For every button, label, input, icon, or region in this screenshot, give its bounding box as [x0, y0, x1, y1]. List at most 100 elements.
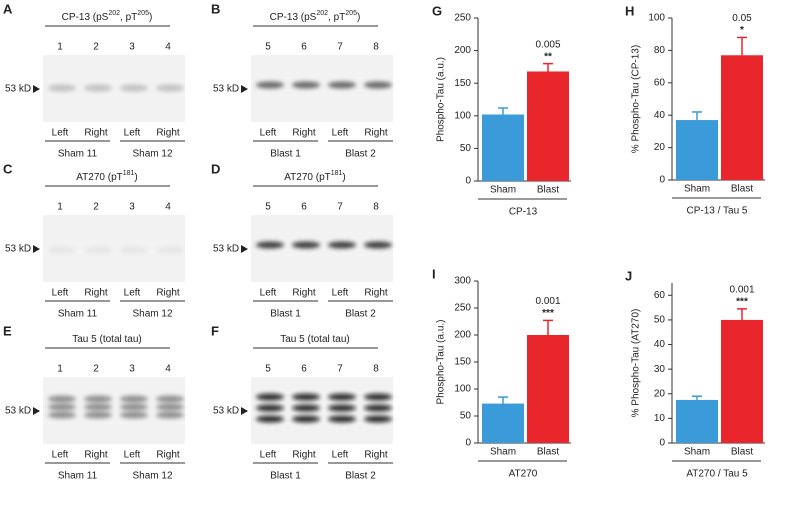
bar: [482, 403, 524, 443]
band: [364, 415, 392, 423]
marker-arrow: [241, 85, 248, 93]
lane-label: Right: [364, 288, 388, 299]
lane-label: Left: [52, 450, 69, 461]
marker-arrow: [241, 245, 248, 253]
title-text: Tau 5 (total tau): [280, 334, 349, 345]
group-label: Blast 1: [270, 471, 301, 482]
y-tick-label: 20: [654, 388, 666, 399]
band: [120, 246, 148, 254]
band: [48, 403, 76, 411]
band: [156, 246, 184, 254]
lane-label: Right: [156, 288, 180, 299]
lane-number: 5: [265, 42, 271, 53]
y-tick-label: 100: [648, 13, 665, 24]
group-label: CP-13: [509, 207, 538, 218]
panel-letter: G: [432, 3, 442, 18]
x-tick-label: Blast: [537, 447, 559, 458]
y-tick-label: 80: [654, 45, 666, 56]
band: [292, 393, 320, 401]
title-superscript: 181: [123, 170, 135, 177]
band: [292, 404, 320, 412]
bar: [527, 335, 569, 443]
band: [48, 395, 76, 403]
significance-stars: ***: [736, 296, 748, 307]
lane-number: 7: [337, 364, 343, 375]
y-tick-label: 40: [654, 339, 666, 350]
x-tick-label: Blast: [731, 447, 753, 458]
band: [120, 411, 148, 419]
lane-number: 3: [129, 202, 135, 213]
band: [120, 403, 148, 411]
y-tick-label: 40: [654, 110, 666, 121]
lane-number: 4: [165, 42, 171, 53]
band: [84, 411, 112, 419]
lane-label: Right: [84, 288, 108, 299]
lane-label: Left: [52, 288, 69, 299]
group-label: Blast 2: [345, 471, 376, 482]
y-tick-label: 0: [465, 176, 471, 187]
x-tick-label: Blast: [731, 184, 753, 195]
p-value: 0.05: [732, 13, 752, 24]
p-value: 0.001: [729, 284, 754, 295]
band: [256, 393, 284, 401]
marker-label: 53 kD: [5, 406, 31, 417]
lane-number: 2: [93, 42, 99, 53]
band: [328, 393, 356, 401]
group-label: Sham 11: [58, 309, 98, 320]
panel-letter: H: [625, 3, 634, 18]
panel-letter: E: [3, 323, 12, 338]
y-axis-label: % Phospho-Tau (CP-13): [631, 45, 642, 153]
blot-image: [43, 377, 185, 444]
band: [328, 241, 356, 249]
x-tick-label: Blast: [537, 185, 559, 196]
lane-number: 3: [129, 364, 135, 375]
blot-title: CP-13 (pS202, pT205): [270, 10, 361, 23]
y-tick-label: 100: [454, 384, 471, 395]
blot-image: [251, 215, 393, 282]
lane-number: 5: [265, 202, 271, 213]
lane-label: Left: [260, 450, 277, 461]
blot-title: CP-13 (pS202, pT205): [62, 10, 153, 23]
lane-number: 1: [57, 202, 63, 213]
band: [84, 246, 112, 254]
marker-arrow: [33, 85, 40, 93]
lane-label: Left: [52, 128, 69, 139]
lane-label: Right: [156, 128, 180, 139]
x-tick-label: Sham: [684, 184, 710, 195]
blot-title: AT270 (pT181): [284, 170, 346, 183]
title-text: ): [357, 12, 360, 23]
band: [120, 395, 148, 403]
band: [292, 241, 320, 249]
significance-stars: ***: [542, 308, 554, 319]
group-label: CP-13 / Tau 5: [687, 206, 748, 217]
y-axis-label: Phospho-Tau (a.u.): [436, 319, 447, 404]
title-superscript: 205: [137, 10, 149, 17]
band: [84, 403, 112, 411]
title-text: ): [134, 172, 137, 183]
group-label: Sham 12: [132, 309, 172, 320]
marker-arrow: [33, 245, 40, 253]
y-axis-label: Phospho-Tau (a.u.): [436, 57, 447, 142]
marker-label: 53 kD: [213, 406, 239, 417]
y-tick-label: 60: [654, 290, 666, 301]
y-tick-label: 300: [454, 276, 471, 287]
y-tick-label: 10: [654, 413, 666, 424]
title-superscript: 205: [345, 10, 357, 17]
lane-number: 6: [301, 202, 307, 213]
y-axis-label: % Phospho-Tau (AT270): [631, 309, 642, 418]
band: [328, 415, 356, 423]
lane-number: 7: [337, 202, 343, 213]
band: [364, 393, 392, 401]
band: [256, 404, 284, 412]
lane-number: 2: [93, 202, 99, 213]
p-value: 0.001: [535, 296, 560, 307]
y-tick-label: 20: [654, 142, 666, 153]
lane-label: Left: [332, 128, 349, 139]
lane-number: 7: [337, 42, 343, 53]
y-tick-label: 150: [454, 78, 471, 89]
panel-letter: F: [211, 323, 219, 338]
title-text: ): [342, 172, 345, 183]
lane-label: Left: [332, 450, 349, 461]
lane-label: Left: [332, 288, 349, 299]
